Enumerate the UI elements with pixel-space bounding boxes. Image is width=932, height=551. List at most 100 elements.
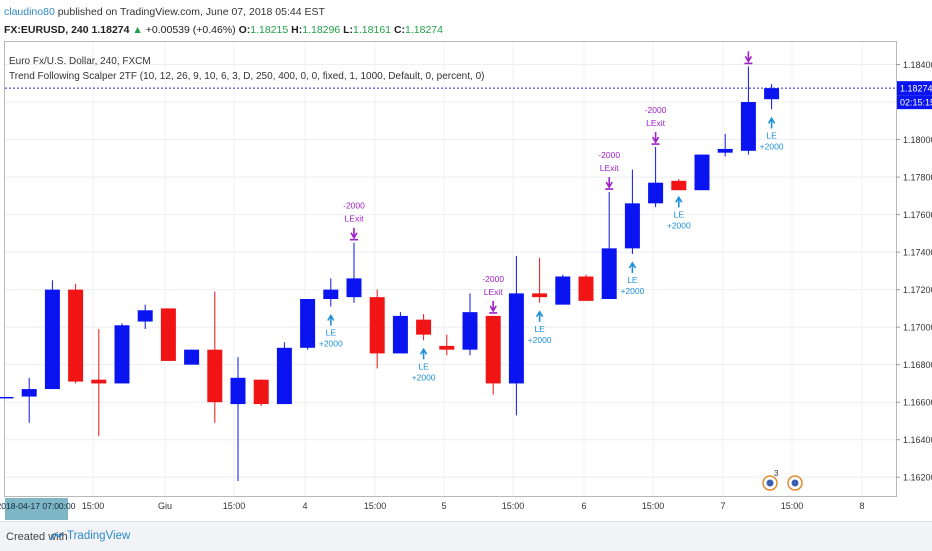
- event-count: 3: [774, 469, 779, 478]
- entry-amount: +2000: [620, 286, 644, 296]
- long-exit-arrow-icon: [350, 227, 358, 241]
- entry-label: LE: [418, 361, 429, 371]
- strategy-title[interactable]: Trend Following Scalper 2TF (10, 12, 26,…: [9, 71, 485, 82]
- long-entry-arrow-icon: [419, 347, 428, 360]
- x-tick-label: 15:00: [781, 501, 804, 511]
- y-tick-label: 1.17800: [903, 173, 932, 183]
- candle-body: [694, 154, 710, 191]
- long-entry-arrow-icon: [535, 310, 544, 322]
- tradingview-brand-link[interactable]: TradingView: [67, 530, 131, 542]
- chart-frame: [4, 41, 897, 497]
- entry-label: LE: [534, 324, 545, 334]
- low-label: L:: [343, 24, 354, 36]
- y-tick-label: 1.17600: [903, 210, 932, 220]
- open-value: 1.18215: [250, 24, 289, 36]
- candle-body: [369, 297, 385, 354]
- symbol-quote: FX:EURUSD, 240 1.18274 ▲ +0.00539 (+0.46…: [4, 24, 443, 36]
- entry-label: LE: [674, 209, 685, 219]
- x-tick-label: 15:00: [502, 501, 525, 511]
- candle-body: [532, 293, 548, 298]
- x-tick-label: 4: [302, 501, 307, 511]
- entry-amount: +2000: [528, 335, 552, 345]
- long-exit-arrow-icon: [651, 132, 660, 145]
- entry-amount: +2000: [319, 339, 343, 349]
- y-tick-label: 1.16600: [903, 398, 932, 408]
- long-exit-arrow-icon: [489, 300, 498, 314]
- countdown-label: 02:15:15: [900, 98, 932, 108]
- exit-amount: -2000: [598, 150, 620, 160]
- candle-body: [601, 248, 617, 300]
- close-label: C:: [393, 24, 406, 36]
- long-entry-arrow-icon: [628, 261, 637, 273]
- y-tick-label: 1.16400: [903, 435, 932, 445]
- long-entry-arrow-icon: [675, 195, 683, 208]
- last-price: 1.18274: [91, 24, 130, 36]
- candle-body: [276, 347, 292, 405]
- x-tick-label: 7: [720, 501, 725, 511]
- price-change: +0.00539 (+0.46%): [145, 24, 236, 36]
- y-tick-label: 1.18000: [903, 135, 932, 145]
- exit-label: LExit: [484, 287, 504, 297]
- candle-body: [160, 308, 176, 361]
- entry-label: LE: [326, 328, 337, 338]
- x-tick-label: 15:00: [223, 501, 246, 511]
- x-tick-label: 15:00: [82, 501, 105, 511]
- candle-body: [648, 182, 664, 204]
- exit-label: LExit: [646, 118, 666, 128]
- candle-body: [392, 315, 408, 354]
- long-entry-arrow-icon: [327, 313, 335, 326]
- candle-body: [253, 379, 269, 405]
- exit-amount: -2000: [645, 105, 667, 115]
- candle-body: [346, 278, 362, 298]
- open-label: O:: [238, 24, 251, 36]
- candle-body: [671, 180, 687, 191]
- candle-body: [184, 349, 200, 365]
- candle-body: [68, 289, 84, 382]
- candle-body: [624, 203, 640, 249]
- entry-amount: +2000: [412, 372, 436, 382]
- countdown-box: [897, 95, 932, 110]
- up-triangle-icon: ▲: [132, 24, 143, 36]
- candle-body: [137, 310, 153, 322]
- tradingview-logo-icon[interactable]: [50, 530, 63, 542]
- candle-body: [462, 312, 478, 350]
- y-tick-label: 1.18400: [903, 60, 932, 70]
- exit-amount: -2000: [482, 274, 504, 284]
- flag-us-icon: [791, 479, 799, 487]
- long-exit-arrow-icon: [744, 51, 753, 65]
- candle-body: [91, 379, 107, 384]
- x-tick-label: 15:00: [642, 501, 665, 511]
- high-value: 1.18296: [302, 24, 341, 36]
- entry-amount: +2000: [760, 141, 784, 151]
- candle-body: [717, 148, 733, 153]
- exit-label: LExit: [345, 214, 365, 224]
- publish-date: published on TradingView.com, June 07, 2…: [57, 6, 325, 18]
- x-tick-label: 6: [581, 501, 586, 511]
- symbol-name: FX:EURUSD, 240: [4, 24, 89, 36]
- low-value: 1.18161: [353, 24, 392, 36]
- flag-us-icon: [766, 479, 774, 487]
- candle-body: [555, 276, 571, 305]
- candle-body: [230, 377, 246, 405]
- x-tick-label: Giu: [158, 501, 172, 511]
- last-price-label: 1.18274: [900, 84, 932, 94]
- author-link[interactable]: claudino80: [4, 6, 55, 18]
- candle-body: [114, 325, 130, 384]
- candle-body: [508, 293, 524, 384]
- series-title: Euro Fx/U.S. Dollar, 240, FXCM: [9, 56, 151, 67]
- y-tick-label: 1.16800: [903, 360, 932, 370]
- candle-body: [323, 289, 339, 300]
- close-value: 1.18274: [405, 24, 443, 36]
- candle-body: [0, 396, 14, 399]
- candle-body: [578, 276, 594, 301]
- entry-amount: +2000: [667, 220, 691, 230]
- entry-label: LE: [766, 130, 777, 140]
- exit-label: LExit: [600, 163, 620, 173]
- candle-body: [207, 349, 223, 403]
- created-with-label: Created with: [6, 531, 68, 543]
- candle-body: [300, 299, 316, 348]
- last-price-box: [897, 81, 932, 96]
- long-exit-arrow-icon: [605, 177, 614, 190]
- y-tick-label: 1.17000: [903, 323, 932, 333]
